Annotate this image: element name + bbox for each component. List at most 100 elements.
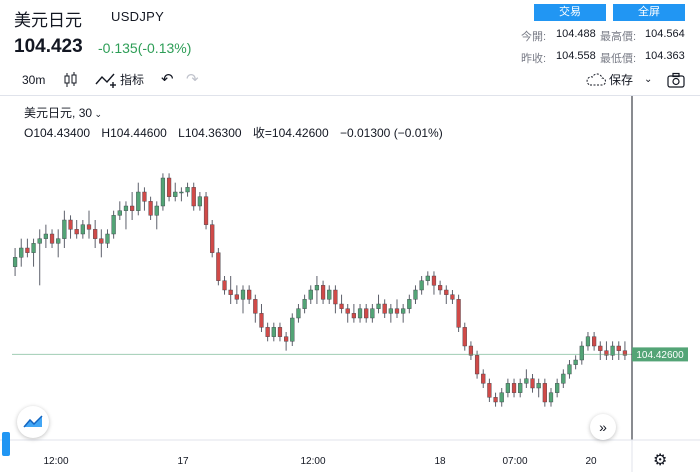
candle-down	[99, 238, 104, 244]
candle-up	[555, 383, 560, 393]
indicator-icon[interactable]	[94, 68, 118, 92]
candle-down	[49, 233, 55, 244]
high-value: 104.564	[645, 28, 685, 40]
candle-up	[56, 238, 61, 244]
candle-down	[228, 289, 233, 295]
candle-up	[37, 238, 42, 244]
time-tick-label: 17	[177, 456, 189, 467]
candle-up	[567, 364, 572, 375]
candle-up	[290, 317, 295, 342]
candle-up	[154, 205, 159, 216]
candle-down	[456, 299, 461, 328]
candle-down	[487, 383, 492, 398]
candle-down	[86, 224, 92, 230]
candle-down	[394, 308, 400, 314]
candle-up	[579, 345, 584, 361]
candle-down	[93, 229, 98, 239]
candle-up	[505, 383, 510, 393]
candle-down	[333, 289, 338, 305]
candle-up	[123, 205, 129, 211]
candle-down	[462, 327, 467, 347]
candle-up	[43, 233, 48, 239]
candle-up	[173, 191, 178, 197]
price-chart[interactable]: 104.42600 12:00 17 12:00 18 07:00 20	[0, 96, 700, 472]
prev-close-value: 104.558	[556, 50, 596, 62]
current-price-label: 104.42600	[632, 347, 688, 362]
high-label: 最高價:	[600, 31, 637, 43]
indicators-button[interactable]: 指标	[120, 73, 145, 87]
candle-down	[203, 196, 209, 225]
scroll-to-realtime-icon[interactable]: »	[590, 414, 616, 440]
candle-down	[468, 345, 474, 356]
candle-down	[382, 303, 387, 314]
today-open-value: 104.488	[556, 28, 596, 40]
price-change: -0.135(-0.13%)	[98, 40, 192, 56]
candle-down	[598, 345, 603, 351]
candle-up	[117, 210, 122, 216]
candle-down	[604, 350, 609, 356]
candle-up	[548, 392, 554, 403]
time-tick-label: 18	[434, 456, 446, 467]
candle-up	[407, 299, 412, 309]
save-button[interactable]: 保存	[609, 73, 634, 87]
candle-down	[74, 229, 79, 235]
instrument-symbol: USDJPY	[111, 9, 165, 24]
time-axis: 12:00 17 12:00 18 07:00 20	[43, 456, 597, 467]
candle-series	[12, 173, 628, 407]
instrument-name: 美元日元	[14, 11, 82, 30]
candle-down	[284, 336, 289, 342]
candle-down	[210, 224, 215, 253]
candle-up	[419, 280, 424, 291]
candle-up	[185, 187, 190, 193]
fullscreen-button[interactable]: 全屏	[613, 4, 685, 21]
candle-down	[277, 327, 283, 337]
cloud-icon[interactable]	[585, 68, 607, 92]
trade-button[interactable]: 交易	[534, 4, 606, 21]
candle-up	[357, 308, 363, 319]
candle-down	[364, 308, 369, 319]
chevron-down-icon[interactable]: ⌄	[92, 109, 103, 119]
candlestick-icon[interactable]	[63, 68, 79, 92]
chart-toolbar: 30m 指标 ↶ ↷ 保存 ⌄	[0, 68, 700, 92]
candle-down	[542, 383, 547, 403]
candle-down	[247, 289, 252, 300]
camera-icon[interactable]	[666, 68, 686, 92]
candle-down	[68, 219, 73, 230]
candle-up	[160, 177, 166, 207]
candle-up	[111, 215, 116, 235]
candle-down	[438, 285, 443, 291]
candle-down	[339, 303, 344, 309]
candle-up	[610, 345, 615, 356]
tradingview-logo-icon[interactable]	[17, 406, 49, 438]
candle-up	[271, 327, 276, 337]
candle-down	[431, 275, 437, 286]
candle-down	[481, 373, 486, 384]
legend-instrument: 美元日元	[24, 106, 73, 120]
ohlc-change: −0.01300 (−0.01%)	[339, 126, 443, 140]
redo-icon[interactable]: ↷	[186, 71, 199, 88]
candle-up	[19, 247, 24, 258]
gear-icon[interactable]: ⚙	[653, 452, 668, 469]
ohlc-open: O104.43400	[24, 126, 91, 140]
legend-title[interactable]: 美元日元, 30 ⌄	[24, 106, 103, 120]
candle-up	[105, 233, 110, 244]
low-value: 104.363	[645, 50, 685, 62]
candle-up	[376, 303, 381, 309]
candle-down	[259, 313, 264, 328]
low-label: 最低價:	[600, 53, 637, 65]
candle-down	[148, 201, 153, 216]
candle-down	[592, 336, 597, 347]
chevron-down-icon[interactable]: ⌄	[644, 74, 653, 85]
candle-down	[130, 205, 135, 211]
candle-up	[197, 196, 202, 207]
candle-up	[536, 383, 541, 389]
candle-down	[142, 191, 147, 202]
undo-icon[interactable]: ↶	[161, 71, 174, 88]
time-tick-label: 12:00	[43, 456, 68, 467]
candle-up	[499, 392, 504, 403]
interval-selector[interactable]: 30m	[22, 73, 46, 87]
panel-toggle-handle[interactable]	[2, 432, 10, 456]
candle-up	[327, 289, 332, 300]
candle-down	[320, 285, 326, 300]
